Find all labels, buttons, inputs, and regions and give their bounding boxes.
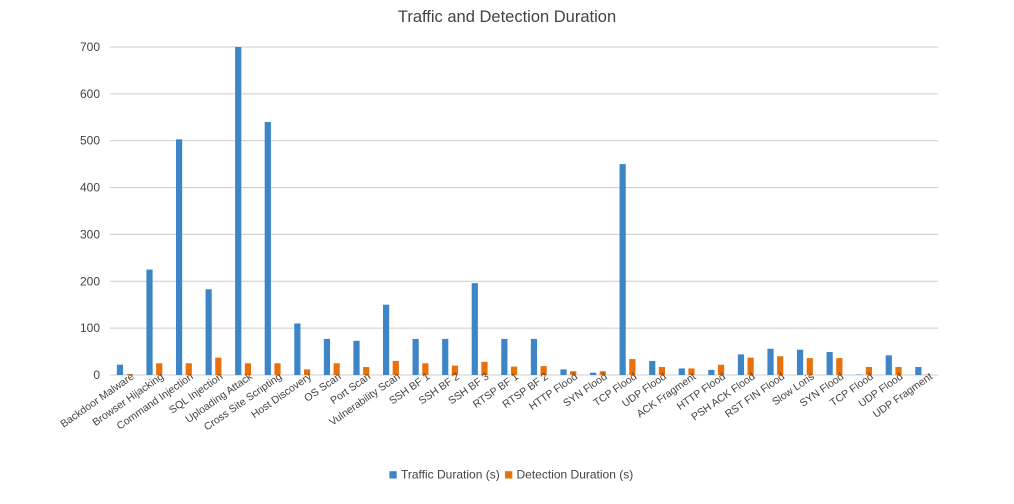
svg-text:700: 700 (80, 40, 100, 54)
svg-text:Traffic and Detection Duration: Traffic and Detection Duration (398, 8, 616, 26)
svg-text:0: 0 (93, 368, 100, 382)
svg-text:500: 500 (80, 134, 100, 148)
svg-text:100: 100 (80, 321, 100, 335)
svg-text:200: 200 (80, 274, 100, 288)
svg-text:Traffic Duration (s): Traffic Duration (s) (401, 468, 500, 482)
svg-text:600: 600 (80, 87, 100, 101)
svg-text:300: 300 (80, 227, 100, 241)
svg-text:400: 400 (80, 181, 100, 195)
svg-text:Detection Duration (s): Detection Duration (s) (517, 468, 634, 482)
